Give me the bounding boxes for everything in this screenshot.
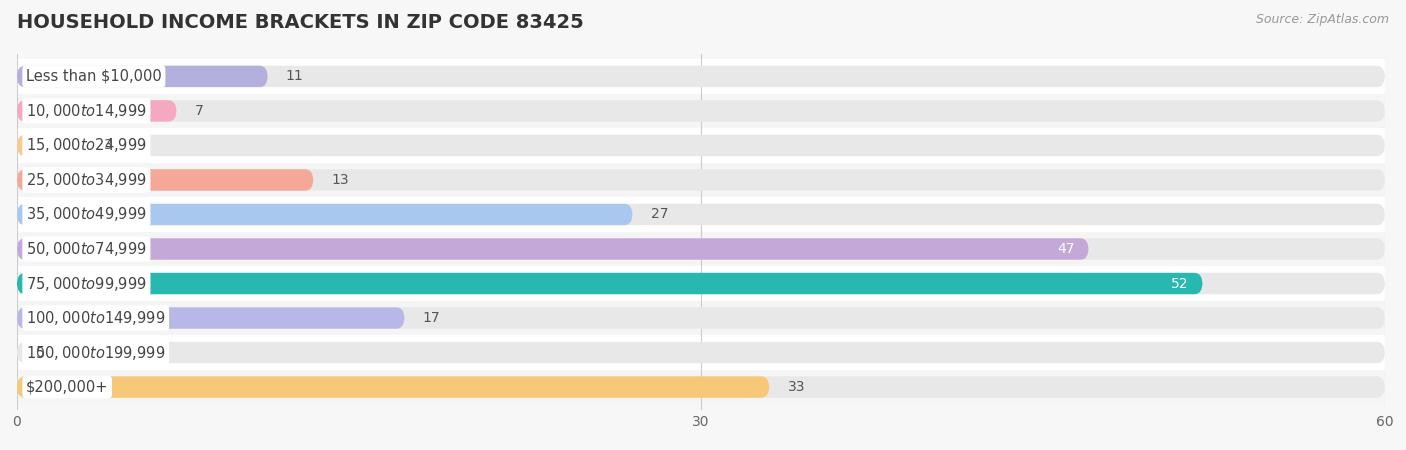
Text: $50,000 to $74,999: $50,000 to $74,999 [25,240,146,258]
FancyBboxPatch shape [17,204,1385,225]
FancyBboxPatch shape [17,100,177,122]
FancyBboxPatch shape [17,66,267,87]
FancyBboxPatch shape [17,135,1385,156]
Bar [17,301,1385,335]
FancyBboxPatch shape [17,169,1385,191]
Text: $100,000 to $149,999: $100,000 to $149,999 [25,309,166,327]
FancyBboxPatch shape [17,238,1088,260]
FancyBboxPatch shape [17,100,1385,122]
FancyBboxPatch shape [17,238,1385,260]
Bar [17,94,1385,128]
Text: 13: 13 [332,173,349,187]
FancyBboxPatch shape [17,169,314,191]
Text: 3: 3 [104,139,112,153]
Text: Less than $10,000: Less than $10,000 [25,69,162,84]
FancyBboxPatch shape [17,204,633,225]
Text: Source: ZipAtlas.com: Source: ZipAtlas.com [1256,14,1389,27]
Text: 7: 7 [194,104,204,118]
Text: 52: 52 [1171,276,1189,291]
Bar [17,266,1385,301]
Bar [17,335,1385,370]
Text: $75,000 to $99,999: $75,000 to $99,999 [25,274,146,292]
Text: 27: 27 [651,207,668,221]
FancyBboxPatch shape [17,376,1385,398]
Text: 11: 11 [285,69,304,83]
Text: $10,000 to $14,999: $10,000 to $14,999 [25,102,146,120]
Text: $150,000 to $199,999: $150,000 to $199,999 [25,343,166,361]
Text: HOUSEHOLD INCOME BRACKETS IN ZIP CODE 83425: HOUSEHOLD INCOME BRACKETS IN ZIP CODE 83… [17,14,583,32]
Text: 0: 0 [35,346,44,360]
Text: $25,000 to $34,999: $25,000 to $34,999 [25,171,146,189]
Text: 17: 17 [423,311,440,325]
FancyBboxPatch shape [17,273,1202,294]
FancyBboxPatch shape [17,376,769,398]
Text: 33: 33 [787,380,806,394]
FancyBboxPatch shape [17,273,1385,294]
FancyBboxPatch shape [17,307,405,329]
Text: $200,000+: $200,000+ [25,379,108,395]
Bar [17,370,1385,404]
FancyBboxPatch shape [17,307,1385,329]
Bar [17,59,1385,94]
Bar [17,232,1385,266]
Bar [17,197,1385,232]
FancyBboxPatch shape [17,342,1385,363]
Text: $15,000 to $24,999: $15,000 to $24,999 [25,136,146,154]
Bar [17,163,1385,197]
Text: $35,000 to $49,999: $35,000 to $49,999 [25,206,146,224]
FancyBboxPatch shape [17,135,86,156]
Bar [17,128,1385,163]
FancyBboxPatch shape [17,66,1385,87]
Text: 47: 47 [1057,242,1074,256]
